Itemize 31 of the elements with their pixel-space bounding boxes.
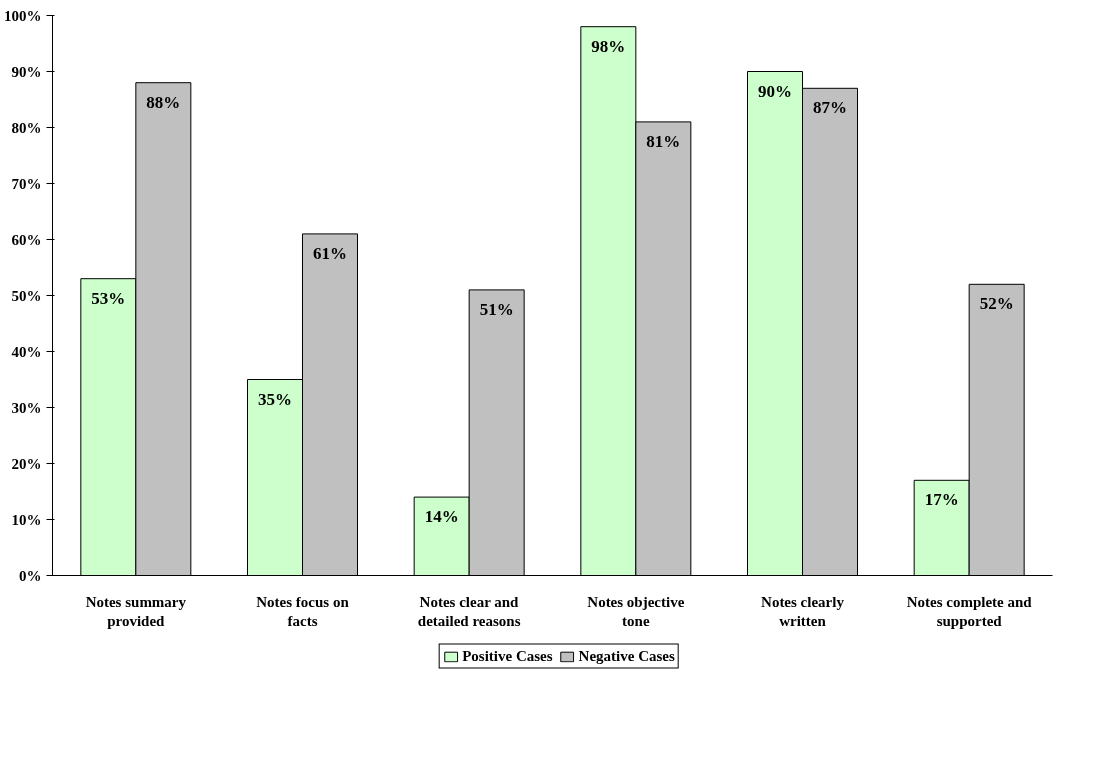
data-label: 61%	[313, 243, 347, 263]
x-tick-label: Notes focus on facts	[256, 593, 350, 629]
data-label: 52%	[979, 294, 1014, 314]
x-tick-label: Notes clear and detailed reasons	[417, 593, 521, 629]
legend-label: Negative Cases	[578, 647, 675, 665]
y-tick-label: 50%	[11, 287, 42, 304]
data-label: 14%	[424, 507, 459, 527]
data-label: 87%	[813, 98, 847, 118]
y-tick-label: 20%	[11, 455, 42, 472]
x-tick-label: Notes clearly written	[761, 593, 845, 629]
x-tick-label: Notes objective tone	[587, 593, 685, 629]
data-label: 51%	[479, 299, 514, 319]
y-tick-label: 90%	[11, 63, 42, 80]
y-tick-label: 0%	[19, 567, 42, 584]
y-tick-label: 70%	[11, 175, 42, 192]
data-label: 90%	[758, 81, 792, 101]
data-label: 53%	[91, 288, 126, 308]
data-label: 81%	[646, 131, 681, 151]
y-tick-label: 10%	[11, 511, 42, 528]
y-tick-label: 100%	[4, 7, 42, 24]
y-tick-label: 60%	[11, 231, 42, 248]
legend-label: Positive Cases	[462, 647, 553, 665]
y-tick-label: 30%	[11, 399, 42, 416]
x-tick-label: Notes complete and supported	[906, 593, 1033, 629]
data-label: 35%	[258, 389, 292, 409]
x-tick-label: Notes summary provided	[85, 593, 187, 629]
data-label: 98%	[591, 36, 626, 56]
data-label: 88%	[146, 92, 181, 112]
y-tick-label: 80%	[11, 119, 42, 136]
data-label: 17%	[924, 490, 959, 510]
y-tick-label: 40%	[11, 343, 42, 360]
